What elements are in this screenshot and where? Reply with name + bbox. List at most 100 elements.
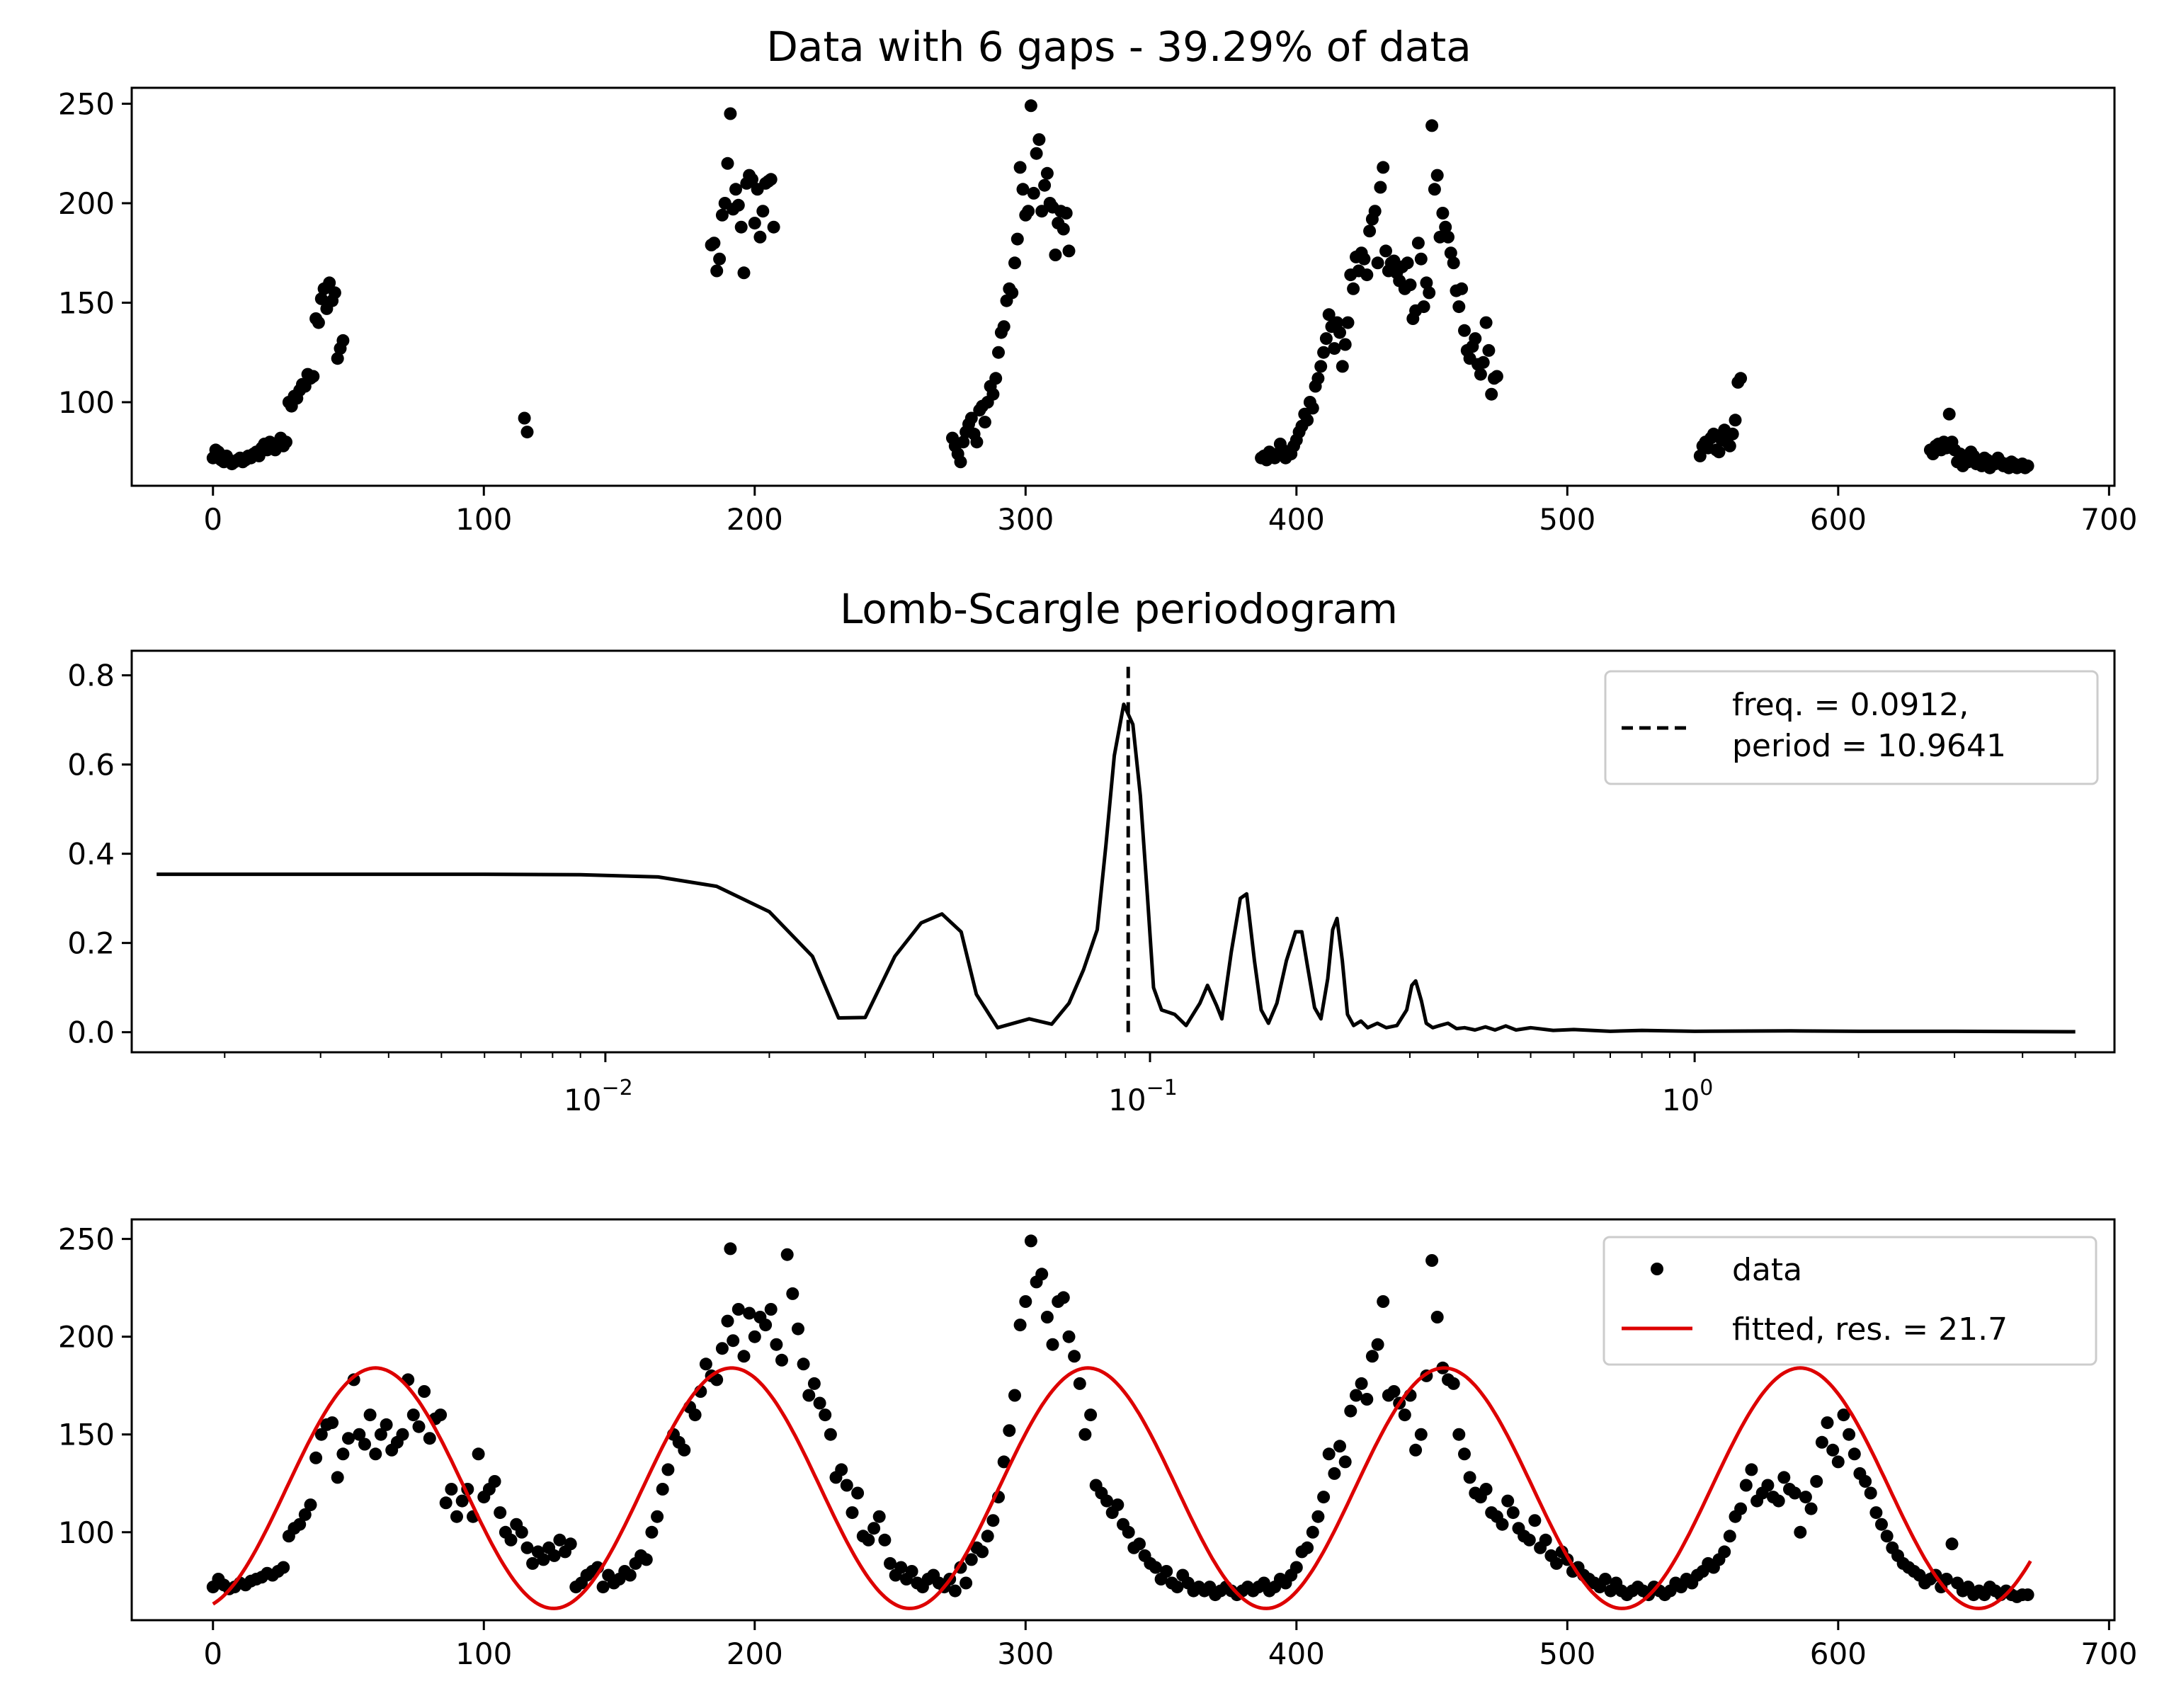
data-point	[688, 1408, 702, 1422]
data-point	[1404, 278, 1417, 292]
data-point	[520, 426, 534, 439]
data-point	[1133, 1537, 1146, 1551]
data-point	[1734, 1502, 1748, 1515]
x-tick-label: 10−1	[1108, 1076, 1178, 1117]
data-point	[786, 1287, 799, 1300]
data-point	[1401, 256, 1414, 270]
x-tick-label: 700	[2080, 502, 2137, 537]
data-point	[1322, 1447, 1336, 1461]
data-point	[1712, 445, 1726, 459]
data-point	[1539, 1533, 1552, 1547]
data-point	[1387, 1385, 1401, 1398]
data-point	[1374, 181, 1387, 194]
data-point	[715, 1342, 729, 1355]
data-point	[1336, 360, 1349, 373]
data-point	[948, 1584, 962, 1598]
data-point	[1815, 1435, 1828, 1449]
data-point	[797, 1357, 810, 1371]
data-point	[1942, 407, 1956, 421]
data-point	[277, 1561, 290, 1574]
x-tick-base: 10	[1108, 1083, 1146, 1117]
data-point	[780, 1248, 794, 1261]
data-point	[1945, 1537, 1959, 1551]
data-point	[710, 264, 724, 278]
data-point	[743, 1306, 756, 1320]
data-point	[1864, 1486, 1877, 1500]
data-point	[1821, 1416, 1834, 1430]
data-point	[1038, 178, 1052, 192]
data-point	[342, 1432, 355, 1445]
y-tick-label: 150	[58, 285, 115, 320]
x-tick-label: 600	[1810, 502, 1867, 537]
data-point	[1338, 338, 1352, 351]
data-point	[1693, 449, 1707, 462]
data-point	[713, 252, 727, 266]
panel-3-frame	[130, 1218, 2116, 1622]
data-point	[1371, 1338, 1384, 1351]
data-point	[1040, 1311, 1054, 1323]
data-point	[312, 316, 325, 329]
data-point	[819, 1408, 832, 1422]
data-point	[724, 1242, 737, 1256]
data-point	[1306, 402, 1319, 415]
data-point	[2021, 1588, 2034, 1602]
data-point	[1880, 1530, 1894, 1543]
data-point	[504, 1533, 518, 1547]
data-point	[1322, 308, 1336, 321]
data-point	[997, 320, 1011, 334]
legend-box	[1604, 670, 2099, 785]
data-point	[623, 1568, 637, 1582]
data-point	[1363, 224, 1377, 238]
data-point	[1032, 133, 1046, 147]
data-point	[1357, 252, 1371, 266]
data-point	[867, 1522, 881, 1535]
data-point	[846, 1506, 859, 1520]
data-point	[1726, 427, 1739, 440]
data-point	[1016, 183, 1030, 196]
data-point	[710, 1373, 724, 1387]
data-point	[1452, 1428, 1466, 1441]
data-point	[1360, 268, 1374, 282]
data-point	[1341, 316, 1355, 329]
data-point	[1333, 326, 1346, 339]
data-point	[380, 1418, 393, 1431]
data-point	[756, 205, 770, 218]
y-tick-label: 250	[58, 1222, 115, 1257]
data-point	[518, 411, 531, 425]
data-point	[721, 1314, 734, 1328]
data-point	[1522, 1533, 1536, 1547]
data-point	[1328, 1467, 1341, 1480]
data-point	[1425, 1254, 1439, 1267]
panel-3-plot: 0 100 200 300 400 500 600 700 100 150 200 250	[58, 1222, 2138, 1671]
data-point	[1411, 237, 1425, 250]
data-point	[1430, 1311, 1444, 1323]
data-point	[1003, 1424, 1016, 1437]
data-point	[1482, 343, 1496, 357]
data-point	[1436, 207, 1450, 220]
data-point	[1528, 1514, 1542, 1527]
data-point	[645, 1525, 659, 1539]
data-point	[759, 1319, 773, 1332]
data-point	[1057, 222, 1070, 236]
data-point	[1371, 256, 1384, 270]
data-point	[1035, 1268, 1049, 1281]
data-point	[727, 1334, 740, 1348]
data-point	[1024, 1234, 1037, 1248]
data-point	[1149, 1561, 1162, 1574]
data-point	[957, 435, 970, 449]
data-point	[553, 1533, 567, 1547]
data-point	[434, 1408, 448, 1422]
data-point	[964, 1553, 978, 1566]
data-point	[1428, 183, 1441, 196]
x-tick-label: 100	[455, 502, 512, 537]
y-tick-label: 250	[58, 86, 115, 121]
data-point	[1171, 1581, 1184, 1594]
data-point	[331, 1471, 344, 1484]
data-point	[1338, 1455, 1352, 1469]
data-point	[1057, 1291, 1070, 1304]
fitted-curve	[212, 1366, 2032, 1610]
data-point	[1111, 1498, 1125, 1512]
panel-1-plot: 0 100 200 300 400 500 600 700 100 150 200 250	[58, 86, 2138, 537]
data-point	[1317, 1491, 1331, 1504]
data-point	[792, 1322, 804, 1336]
